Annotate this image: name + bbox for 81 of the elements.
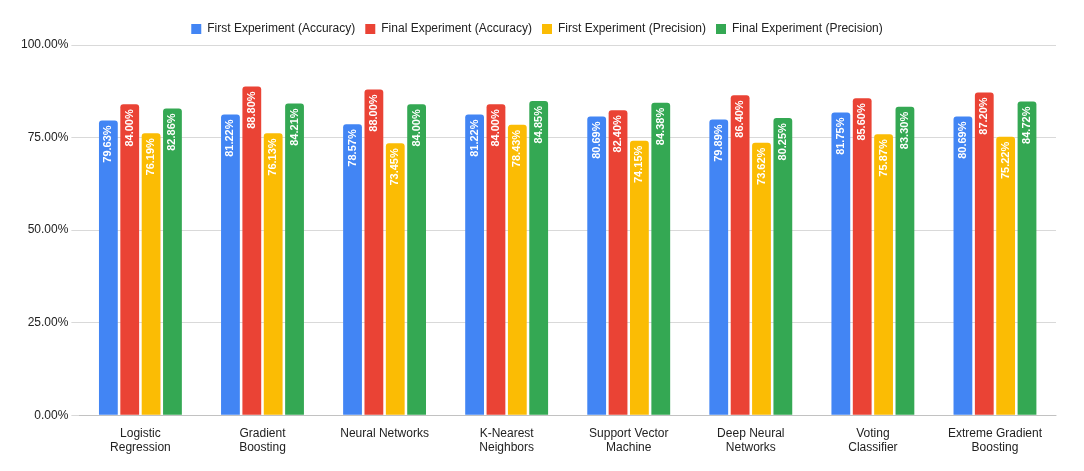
data-label: 84.85% [531,105,544,144]
data-label: 84.21% [287,108,300,146]
bar [221,114,240,415]
x-tick-label: Support Vector Machine [589,425,669,455]
y-tick-label: 0.00% [34,407,69,422]
legend-label: First Experiment (Precision) [557,21,707,36]
bar [852,98,872,415]
y-tick-label: 75.00% [27,129,69,144]
bar [831,112,851,415]
x-tick-label: Logistic Regression [110,425,171,455]
data-label: 78.43% [510,129,523,168]
bar [364,89,384,415]
bar [608,110,628,415]
bar [996,136,1016,415]
bar [709,119,729,415]
data-label: 79.89% [711,124,724,162]
bar [874,134,893,415]
data-label: 81.22% [467,119,480,157]
x-tick-label: Voting Classifier [848,425,898,455]
bar [98,120,118,415]
x-tick-label: Deep Neural Networks [717,425,785,455]
data-label: 87.20% [977,97,990,135]
bar [120,104,140,415]
data-label: 73.62% [754,147,767,185]
bar [385,143,405,415]
x-tick-label: K-Nearest Neighbors [479,425,535,455]
bar [529,101,549,415]
bar [285,103,304,415]
bar [587,116,607,415]
bar [486,104,506,415]
data-label: 84.00% [489,109,501,147]
data-label: 84.72% [1020,106,1033,144]
y-tick-label: 25.00% [27,314,69,329]
bar [343,124,362,415]
bar [953,116,973,415]
bar [630,140,649,415]
x-tick-label: Neural Networks [340,425,429,440]
y-tick-label: 50.00% [27,222,69,237]
data-label: 84.00% [409,109,422,147]
bar [730,95,750,415]
data-label: 80.69% [955,121,968,159]
bar [651,102,671,415]
bar [1017,101,1037,415]
x-tick-label: Extreme Gradient Boosting [947,425,1043,455]
bar [263,133,283,415]
bar [141,133,161,415]
data-label: 85.60% [855,103,868,141]
legend-label: First Experiment (Accuracy) [207,21,356,36]
bar [407,104,427,415]
data-label: 78.57% [345,129,358,167]
data-label: 73.45% [388,148,401,186]
data-label: 81.22% [223,119,236,157]
legend-label: Final Experiment (Accuracy) [381,21,532,36]
bar [507,124,527,415]
data-label: 84.38% [653,107,666,146]
bar [163,108,182,415]
bar [752,142,771,415]
data-label: 86.40% [733,100,746,138]
bar [242,86,262,415]
data-label: 82.86% [165,113,178,151]
data-label: 79.63% [101,125,114,163]
data-label: 83.30% [897,111,910,150]
bar [465,114,484,415]
data-label: 80.25% [775,122,788,161]
data-label: 81.75% [833,117,846,155]
data-label: 75.22% [998,141,1011,180]
data-label: 76.13% [266,138,279,176]
data-label: 88.80% [244,91,257,129]
y-tick-label: 100.00% [21,37,69,52]
data-label: 80.69% [589,121,602,159]
bar [773,118,793,415]
legend-label: Final Experiment (Precision) [732,21,883,36]
data-label: 84.00% [122,109,135,147]
data-label: 88.00% [366,94,379,132]
bar [974,92,994,415]
data-label: 74.15% [632,145,645,184]
data-label: 82.40% [611,114,624,153]
data-label: 75.87% [876,139,889,177]
x-tick-label: Gradient Boosting [239,425,287,455]
bar [895,106,915,415]
data-label: 76.19% [144,137,157,176]
